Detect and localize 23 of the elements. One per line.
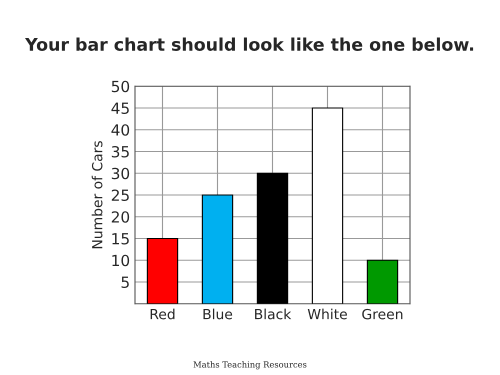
y-tick-label: 5 [122,276,129,288]
y-tick-label: 40 [111,124,130,136]
y-tick-label: 10 [112,254,130,266]
y-tick-label: 50 [112,80,130,92]
bar [366,260,398,304]
x-tick-label: White [308,308,347,320]
x-tick-label: Red [150,308,174,320]
x-tick-label: Green [362,308,402,320]
bar [256,172,288,304]
y-tick-label: 20 [112,211,130,223]
bar [312,107,344,304]
y-tick-label: 45 [111,102,129,114]
x-tick-label: Black [255,308,292,320]
y-tick-label: 35 [112,146,129,158]
bar [202,194,234,304]
text: Maths Teaching Resources [194,361,306,370]
y-tick-label: 25 [112,189,129,202]
chart-title: Your bar chart should look like the one below. [24,38,474,51]
y-tick-label: 30 [112,168,130,180]
bar [146,238,178,304]
y-tick-label: 15 [112,233,129,245]
x-tick-label: Blue [203,308,232,320]
y-axis-title: Number of Cars [92,141,102,248]
